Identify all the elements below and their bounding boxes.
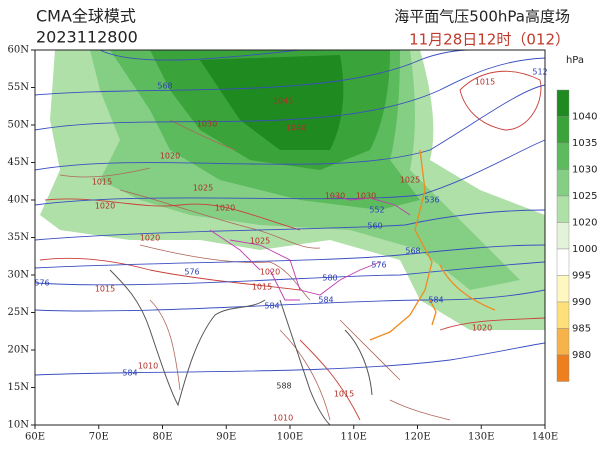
lon-label: 130E: [468, 432, 494, 443]
contour-label: 1025: [400, 176, 420, 185]
colorbar: 1040 1035 1030 1025 1020 1000 995 990 985 980: [556, 89, 597, 382]
pressure-fills: [40, 50, 545, 330]
lat-label: 40N: [8, 195, 30, 206]
contour-label: 576: [184, 268, 199, 277]
colorbar-label: 1035: [572, 138, 597, 149]
colorbar-label: 1025: [572, 191, 597, 202]
colorbar-label: 990: [572, 297, 591, 308]
contour-label: 1015: [92, 178, 112, 187]
contour-label: 552: [369, 206, 384, 215]
colorbar-box: [556, 248, 570, 276]
lat-label: 60N: [8, 45, 30, 56]
lon-label: 90E: [216, 432, 236, 443]
contour-label: 1020: [95, 202, 115, 211]
colorbar-box: [556, 116, 570, 144]
contour-label: 1020: [472, 324, 492, 333]
height-contours: [34, 49, 546, 376]
colorbar-label: 1030: [572, 165, 597, 176]
colorbar-unit: hPa: [566, 55, 584, 66]
contour-label: 568: [157, 82, 172, 91]
product-name: 海平面气压500hPa高度场: [394, 8, 570, 26]
lat-label: 20N: [8, 345, 30, 356]
model-name: CMA全球模式: [36, 7, 136, 26]
contour-label: 588: [276, 382, 291, 391]
contour-label: 536: [424, 196, 439, 205]
contour-label: 1040: [286, 124, 306, 133]
pressure-area: [200, 55, 344, 150]
lat-label: 35N: [8, 232, 30, 243]
valid-time: 11月28日12时（012）: [409, 31, 570, 49]
lat-label: 25N: [8, 307, 30, 318]
colorbar-label: 980: [572, 350, 591, 361]
lat-label: 10N: [8, 420, 30, 431]
axis-labels: 60E 70E 80E 90E 100E 110E 120E 130E 140E 60N 55N 50…: [8, 45, 559, 443]
china-coast: [369, 149, 496, 341]
borders: [209, 194, 411, 301]
colorbar-box: [556, 142, 570, 170]
lat-label: 50N: [8, 120, 30, 131]
contour-label: 568: [405, 247, 420, 256]
colorbar-label: 995: [572, 271, 591, 282]
contour-label: 1025: [193, 184, 213, 193]
contour-label: 560: [367, 222, 382, 231]
contour-label: 1015: [95, 285, 115, 294]
contour-label: 584: [318, 296, 333, 305]
lon-label: 120E: [404, 432, 430, 443]
colorbar-box: [556, 195, 570, 223]
contour-label: 584: [122, 369, 137, 378]
contour-label: 1030: [356, 192, 376, 201]
lon-label: 100E: [277, 432, 303, 443]
colorbar-box: [556, 169, 570, 197]
colorbar-box: [556, 301, 570, 329]
lon-label: 140E: [532, 432, 558, 443]
lon-label: 110E: [341, 432, 367, 443]
contour-label: 576: [34, 279, 49, 288]
contour-label: 1030: [325, 192, 345, 201]
colorbar-box: [556, 275, 570, 303]
contour-labels: 568 1045 1040 1030 1020 1015 1025 1020 1020 1020 1…: [34, 68, 547, 423]
contour-label: 1020: [215, 204, 235, 213]
lat-label: 15N: [8, 382, 30, 393]
lon-label: 70E: [89, 432, 109, 443]
colorbar-label: 985: [572, 324, 591, 335]
contour-label: 512: [532, 68, 547, 77]
contour-label: 1015: [252, 283, 272, 292]
contour-label: 1025: [250, 237, 270, 246]
colorbar-label: 1040: [572, 112, 597, 123]
coastlines: [109, 269, 373, 426]
contour-label: 1010: [273, 414, 293, 423]
lat-label: 30N: [8, 270, 30, 281]
contour-label: 1010: [138, 362, 158, 371]
contour-label: 1020: [160, 152, 180, 161]
contour-label: 584: [264, 302, 279, 311]
colorbar-box: [556, 89, 570, 117]
lat-label: 45N: [8, 157, 30, 168]
lat-label: 55N: [8, 82, 30, 93]
contour-label: 1030: [197, 120, 217, 129]
contour-label: 1020: [260, 268, 280, 277]
colorbar-label: 1020: [572, 218, 597, 229]
colorbar-box: [556, 328, 570, 356]
colorbar-box: [556, 354, 570, 382]
contour-label: 580: [322, 274, 337, 283]
contour-label: 584: [428, 296, 443, 305]
lon-label: 80E: [152, 432, 172, 443]
colorbar-box: [556, 222, 570, 250]
contour-label: 1015: [334, 390, 354, 399]
contour-label: 1020: [140, 234, 160, 243]
colorbar-label: 1000: [572, 244, 597, 255]
init-time: 2023112800: [36, 28, 138, 47]
contour-label: 576: [371, 261, 386, 270]
contour-label: 1015: [475, 78, 495, 87]
lon-label: 60E: [25, 432, 45, 443]
contour-label: 1045: [273, 97, 293, 106]
